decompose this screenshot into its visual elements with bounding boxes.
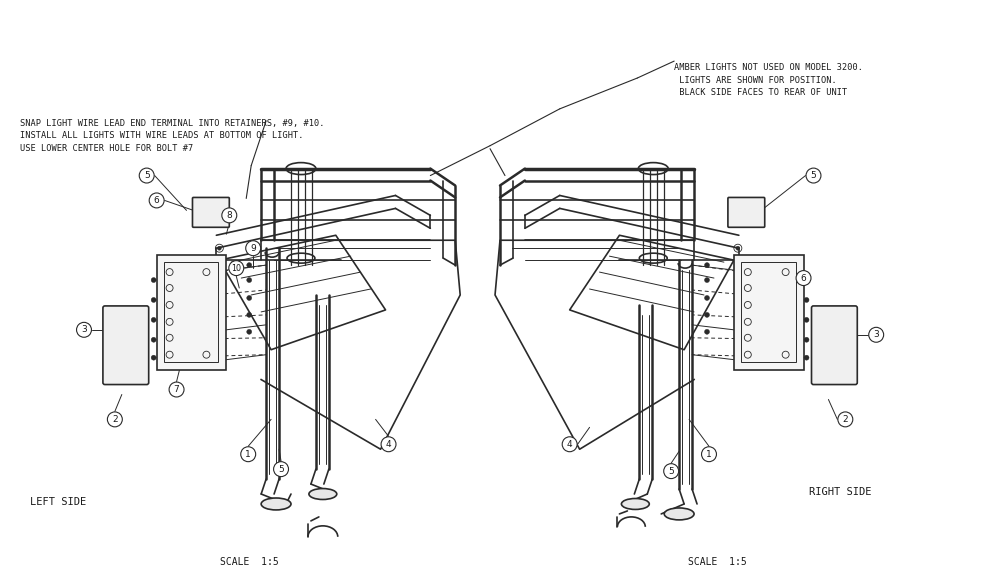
Circle shape [869, 327, 884, 342]
Circle shape [229, 260, 244, 276]
Circle shape [246, 241, 261, 256]
Circle shape [705, 278, 709, 282]
FancyBboxPatch shape [812, 306, 857, 385]
Text: SCALE  1:5: SCALE 1:5 [688, 557, 746, 567]
Circle shape [247, 263, 252, 267]
Circle shape [247, 295, 252, 300]
Circle shape [151, 278, 156, 282]
Text: 5: 5 [144, 171, 150, 180]
Circle shape [796, 271, 811, 285]
Text: 6: 6 [154, 196, 160, 205]
Text: 1: 1 [706, 450, 712, 459]
Circle shape [736, 246, 740, 250]
Circle shape [804, 338, 809, 342]
Text: 2: 2 [843, 415, 848, 424]
Circle shape [838, 412, 853, 427]
Text: AMBER LIGHTS NOT USED ON MODEL 3200.
 LIGHTS ARE SHOWN FOR POSITION.
 BLACK SIDE: AMBER LIGHTS NOT USED ON MODEL 3200. LIG… [674, 63, 863, 97]
Circle shape [77, 322, 91, 338]
Circle shape [151, 338, 156, 342]
Circle shape [804, 278, 809, 282]
FancyBboxPatch shape [192, 197, 229, 227]
FancyBboxPatch shape [728, 197, 765, 227]
Circle shape [806, 168, 821, 183]
Text: 4: 4 [567, 440, 572, 449]
Text: LEFT SIDE: LEFT SIDE [30, 497, 87, 507]
Bar [734, 255, 804, 369]
Text: SCALE  1:5: SCALE 1:5 [220, 557, 279, 567]
Circle shape [702, 447, 716, 462]
Ellipse shape [621, 498, 649, 509]
Text: 7: 7 [174, 385, 179, 394]
Circle shape [151, 298, 156, 302]
Circle shape [151, 355, 156, 360]
Text: 5: 5 [668, 467, 674, 476]
Text: 5: 5 [278, 465, 284, 474]
Circle shape [107, 412, 122, 427]
Circle shape [169, 382, 184, 397]
Circle shape [139, 168, 154, 183]
Bar [157, 255, 226, 369]
Text: 3: 3 [81, 325, 87, 334]
Circle shape [381, 437, 396, 452]
Bar [741, 262, 796, 362]
Circle shape [705, 329, 709, 334]
Text: SNAP LIGHT WIRE LEAD END TERMINAL INTO RETAINERS, #9, #10.
INSTALL ALL LIGHTS WI: SNAP LIGHT WIRE LEAD END TERMINAL INTO R… [20, 119, 325, 153]
Text: 2: 2 [112, 415, 118, 424]
Circle shape [217, 246, 221, 250]
Text: 5: 5 [811, 171, 816, 180]
Ellipse shape [309, 488, 337, 499]
Ellipse shape [261, 498, 291, 510]
Circle shape [705, 295, 709, 300]
Bar [164, 262, 218, 362]
Circle shape [151, 317, 156, 322]
Circle shape [705, 263, 709, 267]
Circle shape [247, 313, 252, 317]
Circle shape [241, 447, 256, 462]
Text: 1: 1 [245, 450, 251, 459]
Text: RIGHT SIDE: RIGHT SIDE [809, 487, 871, 497]
Circle shape [804, 298, 809, 302]
Text: 4: 4 [386, 440, 391, 449]
Text: 10: 10 [231, 263, 241, 273]
Circle shape [705, 313, 709, 317]
Circle shape [664, 463, 679, 478]
Circle shape [247, 329, 252, 334]
Ellipse shape [664, 508, 694, 520]
Circle shape [562, 437, 577, 452]
Circle shape [274, 462, 289, 477]
Text: 6: 6 [801, 274, 806, 282]
FancyBboxPatch shape [103, 306, 149, 385]
Circle shape [222, 208, 237, 223]
Circle shape [149, 193, 164, 208]
Text: 9: 9 [250, 244, 256, 253]
Text: 8: 8 [226, 211, 232, 220]
Circle shape [804, 317, 809, 322]
Text: 3: 3 [873, 330, 879, 339]
Circle shape [247, 278, 252, 282]
Circle shape [804, 355, 809, 360]
